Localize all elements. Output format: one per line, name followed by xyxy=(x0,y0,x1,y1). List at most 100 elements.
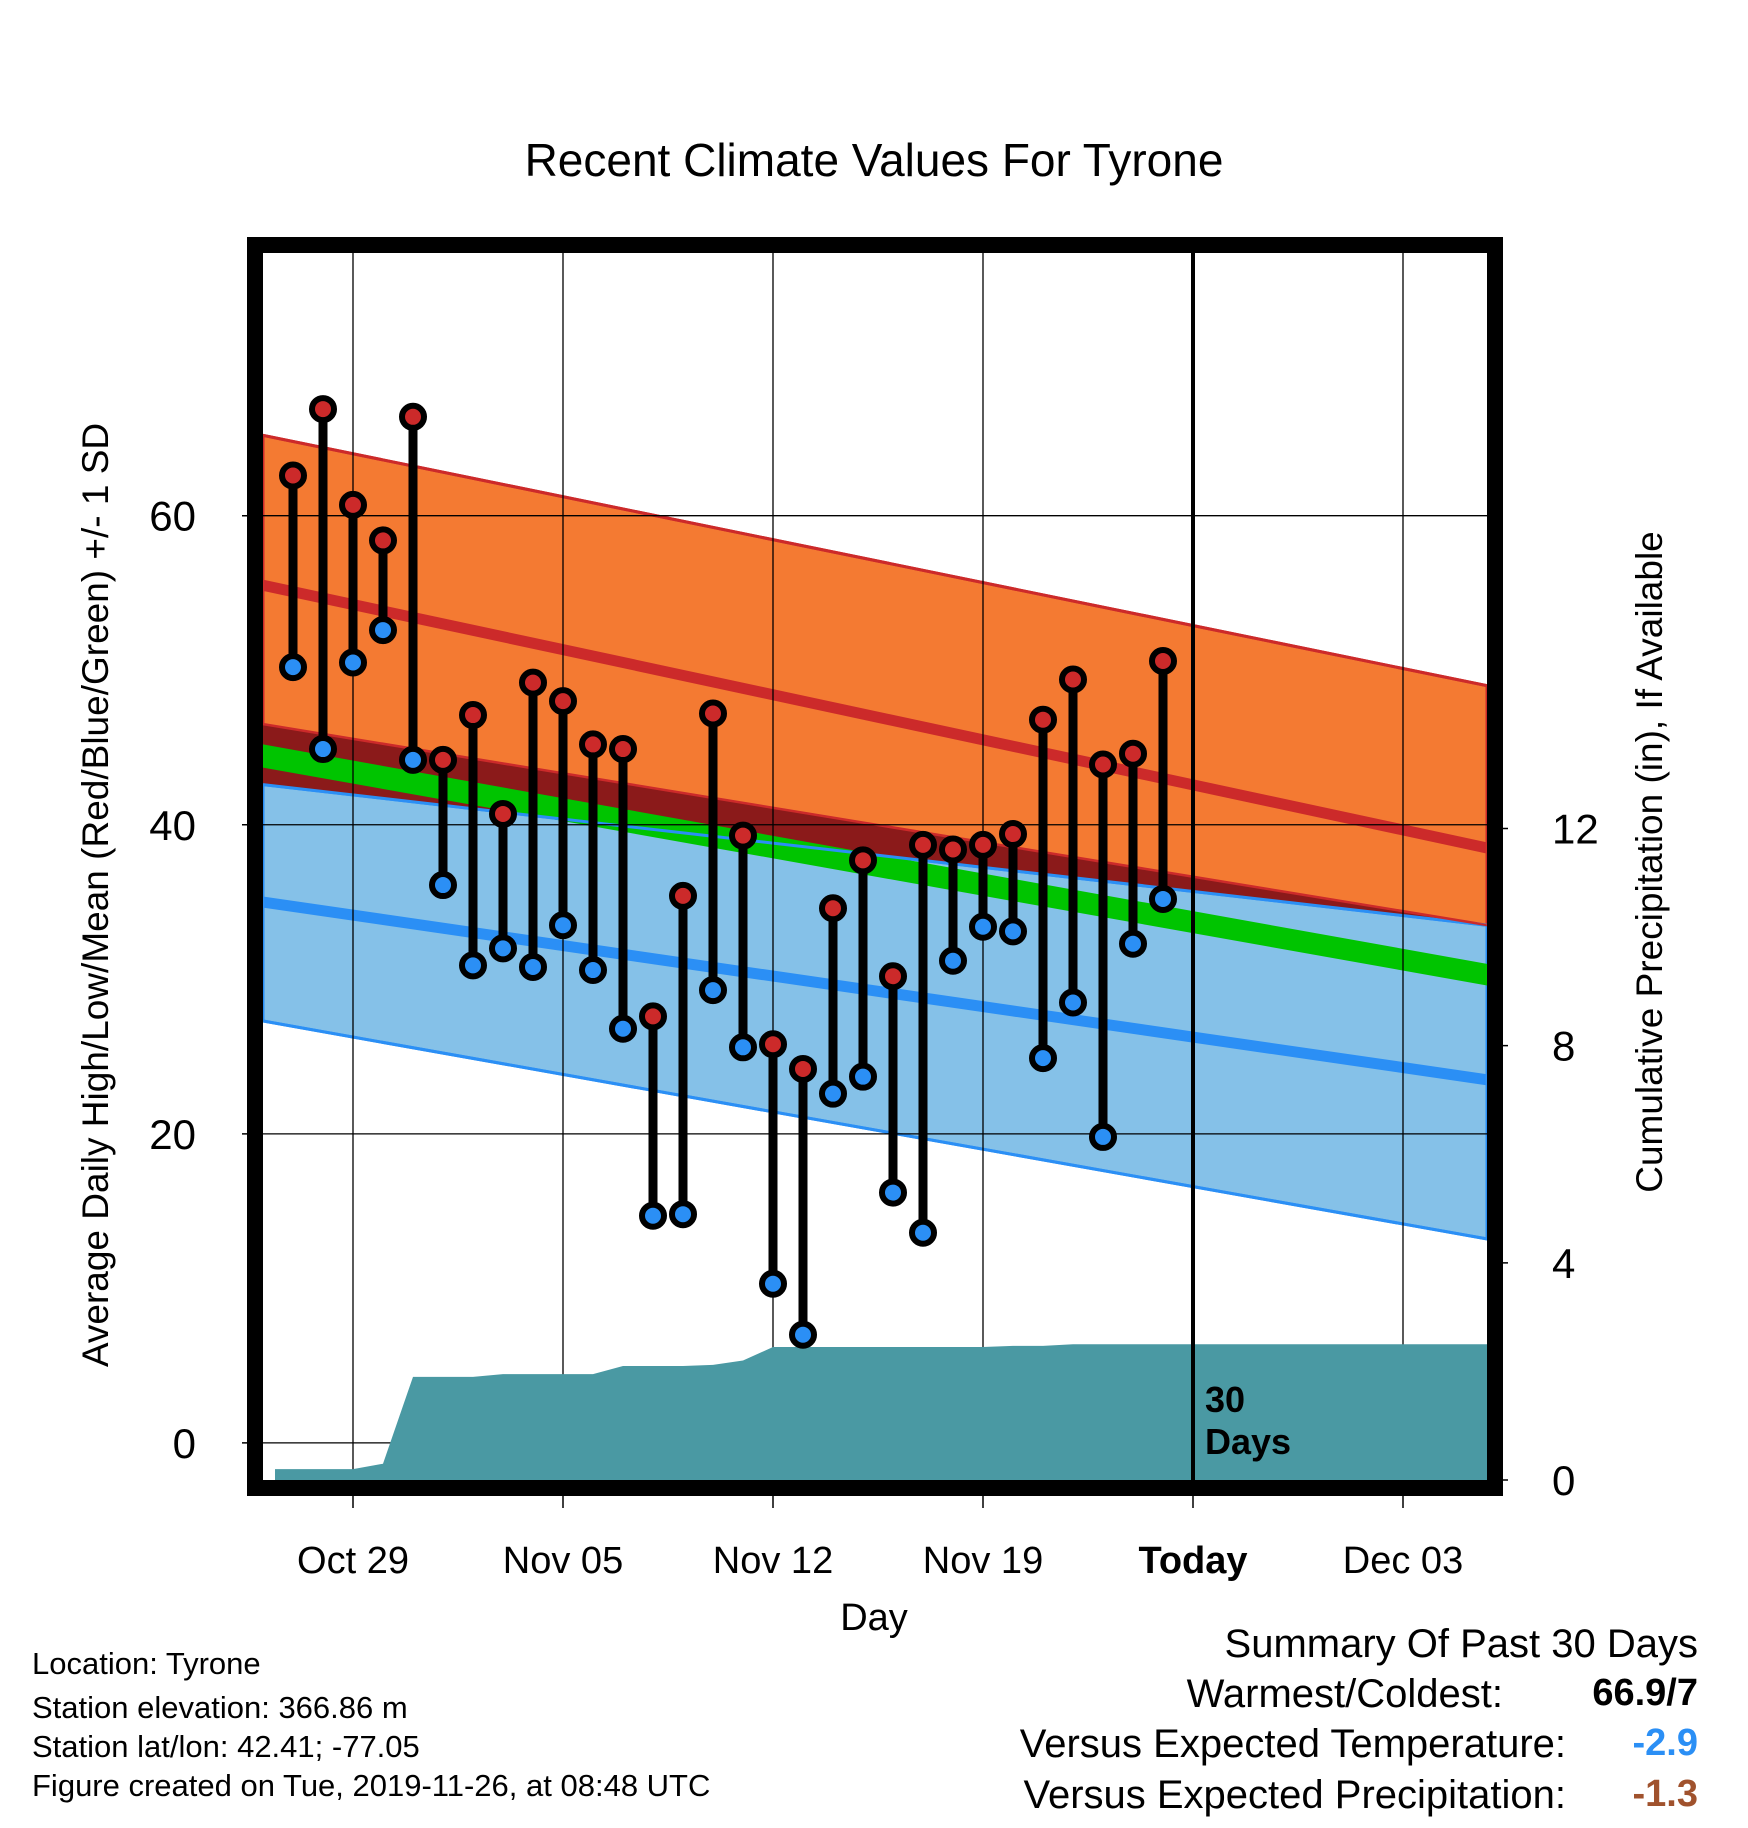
y-right-tick-label: 8 xyxy=(1552,1023,1575,1070)
low-sd-lower-line xyxy=(263,1019,1487,1241)
high-point xyxy=(939,835,967,864)
chart-title: Recent Climate Values For Tyrone xyxy=(525,134,1224,186)
figure-created: Figure created on Tue, 2019-11-26, at 08… xyxy=(32,1768,711,1803)
high-point xyxy=(729,821,757,850)
y-right-tick-label: 12 xyxy=(1552,805,1599,852)
y-left-tick-label: 40 xyxy=(149,802,196,849)
low-point xyxy=(999,917,1027,946)
high-point xyxy=(1059,665,1087,694)
summary-precip-label: Versus Expected Precipitation: xyxy=(1023,1773,1566,1817)
station-location: Location: Tyrone xyxy=(32,1646,261,1681)
low-point xyxy=(939,946,967,975)
low-normal-line xyxy=(263,896,1487,1086)
station-latlon: Station lat/lon: 42.41; -77.05 xyxy=(32,1729,420,1764)
high-point xyxy=(1149,646,1177,675)
summary-warmest-value: 66.9/7 xyxy=(1592,1672,1698,1714)
low-point xyxy=(969,912,997,941)
high-point xyxy=(999,820,1027,849)
x-tick-label: Today xyxy=(1138,1540,1247,1582)
high-point xyxy=(969,830,997,859)
low-point xyxy=(1149,884,1177,913)
low-point xyxy=(399,745,427,774)
low-point xyxy=(639,1201,667,1230)
high-normal-line xyxy=(263,579,1487,854)
high-point xyxy=(909,830,937,859)
high-point xyxy=(789,1054,817,1083)
low-point xyxy=(369,616,397,645)
low-point xyxy=(909,1218,937,1247)
high-point xyxy=(489,799,517,828)
summary-precip-value: -1.3 xyxy=(1632,1773,1698,1815)
high-sd-upper-line xyxy=(263,433,1487,688)
high-point xyxy=(879,962,907,991)
y-right-tick-label: 0 xyxy=(1552,1457,1575,1504)
summary-warmest-label: Warmest/Coldest: xyxy=(1186,1672,1503,1716)
y-left-tick-label: 0 xyxy=(173,1420,196,1467)
low-point xyxy=(1029,1044,1057,1073)
y-left-tick-label: 60 xyxy=(149,493,196,540)
high-point xyxy=(849,846,877,875)
high-point xyxy=(369,526,397,555)
high-point xyxy=(1089,750,1117,779)
y-axis-label-left: Average Daily High/Low/Mean (Red/Blue/Gr… xyxy=(75,423,116,1367)
x-tick-label: Nov 19 xyxy=(923,1540,1043,1582)
high-point xyxy=(759,1030,787,1059)
high-point xyxy=(1029,705,1057,734)
precipitation-fill xyxy=(275,1344,1487,1480)
x-tick-label: Nov 12 xyxy=(713,1540,833,1582)
high-point xyxy=(519,668,547,697)
low-point xyxy=(699,976,727,1005)
summary-temp-label: Versus Expected Temperature: xyxy=(1019,1722,1566,1766)
y-left-tick-label: 20 xyxy=(149,1111,196,1158)
low-point xyxy=(729,1033,757,1062)
daily-observations xyxy=(279,395,1177,1349)
low-point xyxy=(1119,929,1147,958)
low-point xyxy=(609,1014,637,1043)
high-point xyxy=(459,701,487,730)
high-point xyxy=(1119,739,1147,768)
low-point xyxy=(339,648,367,677)
high-point xyxy=(669,881,697,910)
low-point xyxy=(879,1178,907,1207)
low-point xyxy=(1059,988,1087,1017)
station-elevation: Station elevation: 366.86 m xyxy=(32,1690,408,1725)
low-point xyxy=(519,952,547,981)
low-point xyxy=(579,956,607,985)
high-point xyxy=(609,735,637,764)
low-point xyxy=(1089,1122,1117,1151)
summary-temp-value: -2.9 xyxy=(1632,1722,1698,1764)
plot-border xyxy=(247,237,1503,1496)
axes: 0 20 40 60 0 4 8 12 Oct 29 Nov 05 Nov 12 Nov 19 Toda… xyxy=(149,360,1599,1582)
today-window-label: Days xyxy=(1205,1421,1291,1462)
low-point xyxy=(789,1320,817,1349)
low-point xyxy=(549,911,577,940)
summary-title: Summary Of Past 30 Days xyxy=(1224,1622,1698,1666)
low-point xyxy=(759,1269,787,1298)
high-point xyxy=(549,687,577,716)
x-tick-label: Dec 03 xyxy=(1343,1540,1463,1582)
precipitation-area xyxy=(275,1344,1487,1480)
low-point xyxy=(429,871,457,900)
high-point xyxy=(639,1002,667,1031)
high-point xyxy=(279,461,307,490)
plot-frame xyxy=(247,237,1503,1496)
high-point xyxy=(309,395,337,424)
low-point xyxy=(489,934,517,963)
high-point xyxy=(429,745,457,774)
today-window-label: 30 xyxy=(1205,1379,1245,1420)
high-point xyxy=(399,402,427,431)
x-tick-label: Oct 29 xyxy=(297,1540,409,1582)
low-point xyxy=(849,1062,877,1091)
x-axis-label: Day xyxy=(840,1597,908,1639)
high-point xyxy=(699,699,727,728)
x-tick-label: Nov 05 xyxy=(503,1540,623,1582)
low-point xyxy=(309,735,337,764)
low-point xyxy=(819,1079,847,1108)
high-point xyxy=(819,894,847,923)
y-axis-label-right: Cumulative Precipitation (in), If Availa… xyxy=(1629,531,1670,1193)
high-point xyxy=(579,730,607,759)
y-right-tick-label: 4 xyxy=(1552,1240,1575,1287)
high-point xyxy=(339,490,367,519)
